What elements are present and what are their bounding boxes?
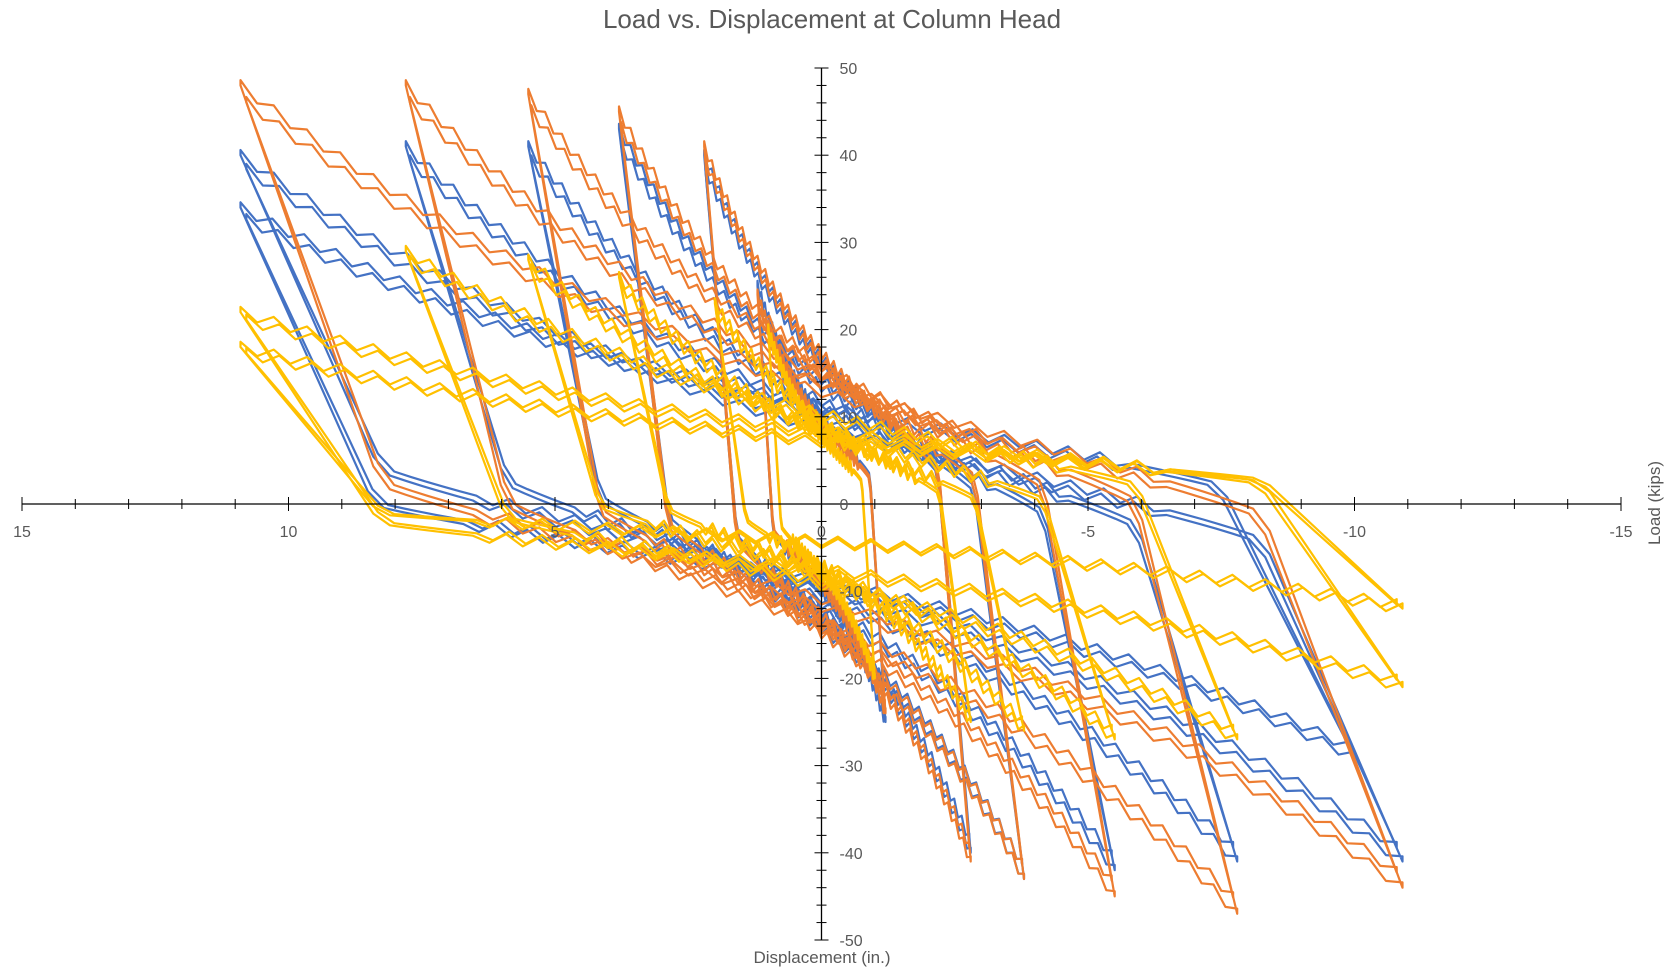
- x-tick-label: 15: [13, 524, 31, 541]
- y-axis-title: Load (kips): [1645, 461, 1664, 545]
- series-3-loop: [239, 305, 1404, 689]
- y-tick-label: -30: [840, 759, 863, 776]
- series-3-loop: [530, 263, 1113, 732]
- series-2-loop: [703, 140, 972, 863]
- y-tick-label: 20: [840, 323, 858, 340]
- series-2-loop: [245, 95, 1398, 874]
- x-tick-label: 5: [551, 524, 560, 541]
- y-tick-label: -50: [840, 933, 863, 950]
- series-2-loop: [704, 154, 971, 849]
- series-3-loop: [408, 254, 1235, 732]
- series-3-loop: [245, 347, 1398, 609]
- x-tick-label: 0: [817, 524, 826, 541]
- series-3-loop: [767, 330, 876, 674]
- series-2-loop: [530, 104, 1113, 882]
- series-1-loop: [704, 162, 971, 840]
- y-tick-label: -40: [840, 846, 863, 863]
- chart-title: Load vs. Displacement at Column Head: [603, 4, 1061, 34]
- series-3: [239, 244, 1404, 741]
- x-tick-label: -5: [1081, 524, 1095, 541]
- y-tick-label: 40: [840, 148, 858, 165]
- x-axis-title: Displacement (in.): [754, 948, 891, 967]
- y-tick-label: -10: [840, 584, 863, 601]
- series-3-loop: [404, 244, 1239, 741]
- x-tick-label: -15: [1609, 524, 1632, 541]
- x-tick-label: 10: [280, 524, 298, 541]
- series-1-loop: [245, 162, 1398, 849]
- y-tick-label: 0: [840, 497, 849, 514]
- y-tick-label: -20: [840, 671, 863, 688]
- series-3-loop: [619, 280, 1024, 723]
- hysteresis-curves: [239, 79, 1404, 915]
- y-tick-label: 50: [840, 61, 858, 78]
- series-3-loop: [239, 340, 1404, 613]
- y-tick-label: 10: [840, 410, 858, 427]
- x-tick-label: -10: [1343, 524, 1366, 541]
- y-tick-label: 30: [840, 235, 858, 252]
- series-1-loop: [408, 154, 1235, 849]
- series-2-loop: [239, 79, 1404, 889]
- series-1-loop: [245, 213, 1351, 748]
